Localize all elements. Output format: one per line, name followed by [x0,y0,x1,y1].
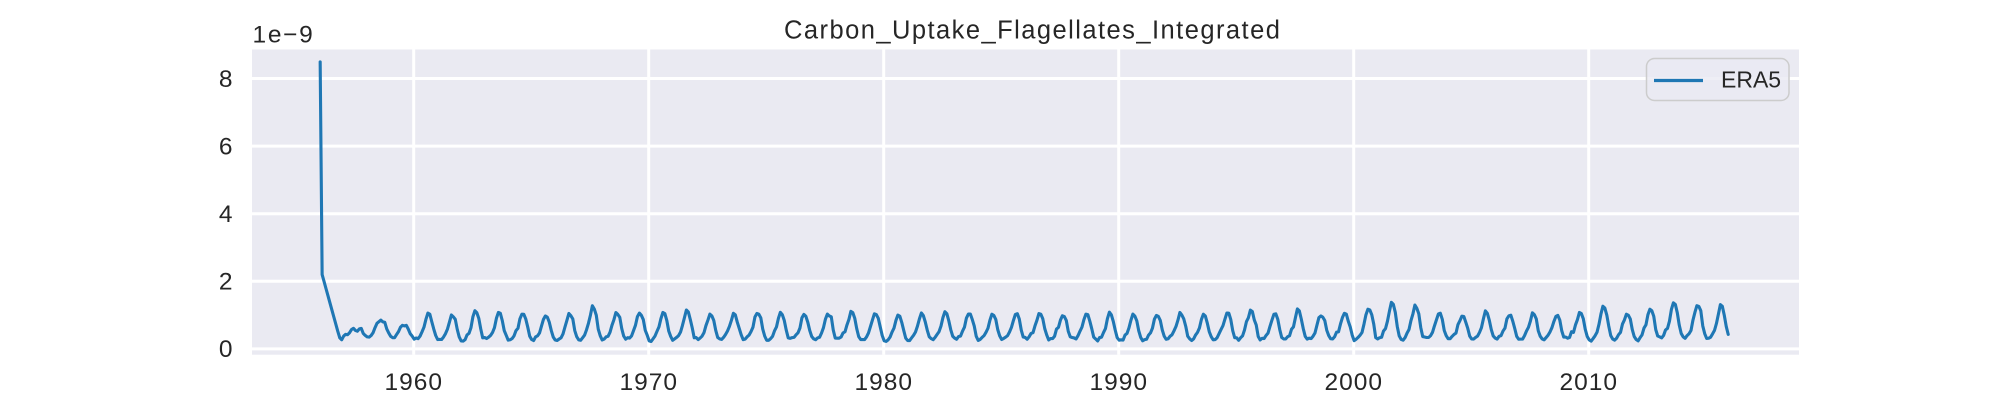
svg-text:ERA5: ERA5 [1721,67,1781,93]
svg-text:1980: 1980 [854,369,913,396]
svg-text:1e−9: 1e−9 [253,22,315,49]
svg-text:Carbon_Uptake_Flagellates_Inte: Carbon_Uptake_Flagellates_Integrated [784,17,1281,45]
svg-text:2: 2 [219,269,233,296]
svg-text:6: 6 [219,133,233,160]
svg-text:4: 4 [219,201,233,228]
svg-text:0: 0 [219,336,233,363]
svg-text:1970: 1970 [619,369,678,396]
svg-text:2010: 2010 [1559,369,1618,396]
svg-text:1960: 1960 [384,369,443,396]
svg-text:8: 8 [219,66,233,93]
svg-text:2000: 2000 [1324,369,1383,396]
svg-text:1990: 1990 [1089,369,1148,396]
